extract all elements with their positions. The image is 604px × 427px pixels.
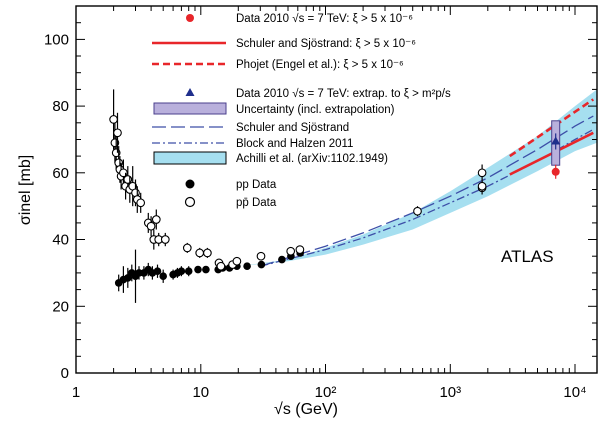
ppbar-data-point bbox=[203, 248, 212, 258]
x-tick-label: 10² bbox=[315, 384, 337, 401]
x-tick-label: 10⁴ bbox=[563, 384, 586, 401]
y-tick-label: 100 bbox=[44, 31, 69, 48]
x-tick-label: 10³ bbox=[439, 384, 461, 401]
ppbar-data-point bbox=[160, 235, 170, 244]
pp-data-point bbox=[159, 272, 167, 281]
legend-label-atlas-data-extrapolated: Data 2010 √s = 7 TeV: extrap. to ξ > m²p… bbox=[236, 87, 451, 100]
pp-data-point bbox=[278, 255, 286, 264]
pp-data-point bbox=[243, 262, 251, 271]
legend-label-pp-data: pp Data bbox=[236, 179, 277, 191]
schuler-sjostrand-curve bbox=[260, 115, 594, 267]
legend-label-atlas-data-2010: Data 2010 √s = 7 TeV: ξ > 5 x 10⁻⁶ bbox=[236, 12, 413, 25]
ppbar-data-point bbox=[182, 243, 192, 253]
legend-label-achilli: Achilli et al. (arXiv:1102.1949) bbox=[236, 153, 388, 165]
legend-marker-atlas-data-2010 bbox=[186, 14, 194, 22]
ppbar-data-point bbox=[286, 246, 296, 256]
legend-label-schuler-sjostrand-xi: Schuler and Sjöstrand: ξ > 5 x 10⁻⁶ bbox=[236, 38, 416, 50]
atlas-extrapolated-point bbox=[551, 136, 561, 145]
y-tick-label: 40 bbox=[52, 232, 69, 249]
y-tick-label: 0 bbox=[61, 365, 69, 382]
legend-marker-ppbar-data bbox=[184, 196, 196, 208]
legend-marker-pp-data bbox=[185, 179, 195, 189]
ppbar-data-point bbox=[151, 215, 161, 224]
ppbar-data-point bbox=[232, 256, 242, 266]
y-axis-title: σinel [mb] bbox=[17, 155, 34, 225]
legend: Data 2010 √s = 7 TeV: ξ > 5 x 10⁻⁶ Schul… bbox=[152, 12, 451, 209]
x-tick-label: 1 bbox=[72, 384, 80, 401]
x-axis-title: √s (GeV) bbox=[274, 401, 338, 418]
x-tick-label: 10 bbox=[192, 384, 209, 401]
legend-label-schuler-sjostrand: Schuler and Sjöstrand bbox=[236, 122, 349, 134]
ppbar-data-point bbox=[109, 115, 118, 124]
pp-data-point bbox=[153, 267, 162, 276]
legend-swatch-uncertainty bbox=[153, 102, 227, 115]
ppbar-data-point bbox=[123, 175, 133, 184]
y-tick-label: 80 bbox=[52, 98, 69, 115]
ppbar-data-point bbox=[477, 168, 487, 178]
ppbar-data-point bbox=[195, 248, 205, 258]
pp-data-point bbox=[184, 267, 193, 276]
ppbar-data-point bbox=[113, 128, 122, 138]
ppbar-data-point bbox=[295, 245, 305, 254]
ppbar-data-point bbox=[477, 181, 487, 191]
ppbar-data-point bbox=[413, 206, 422, 216]
pp-data-point bbox=[257, 260, 266, 269]
legend-label-ppbar-data: pp̄ Data bbox=[236, 197, 277, 209]
legend-label-uncertainty: Uncertainty (incl. extrapolation) bbox=[236, 104, 395, 116]
legend-label-phojet: Phojet (Engel et al.): ξ > 5 x 10⁻⁶ bbox=[236, 59, 404, 71]
ppbar-data-point bbox=[146, 221, 156, 231]
legend-marker-atlas-data-extrapolated bbox=[185, 88, 195, 96]
legend-swatch-achilli bbox=[153, 151, 227, 165]
ppbar-data-point bbox=[216, 261, 226, 271]
legend-label-block-halzen: Block and Halzen 2011 bbox=[236, 138, 353, 150]
ppbar-data-point bbox=[256, 251, 266, 261]
pp-data-point bbox=[202, 265, 210, 274]
y-tick-label: 60 bbox=[52, 165, 69, 182]
block-halzen-curve bbox=[260, 128, 594, 267]
ppbar-data-point bbox=[136, 198, 146, 208]
atlas-data-point bbox=[551, 167, 560, 176]
atlas-label: ATLAS bbox=[501, 247, 554, 266]
pp-data-point bbox=[194, 265, 202, 274]
y-tick-label: 20 bbox=[52, 298, 69, 315]
pp-data-point bbox=[177, 267, 186, 276]
